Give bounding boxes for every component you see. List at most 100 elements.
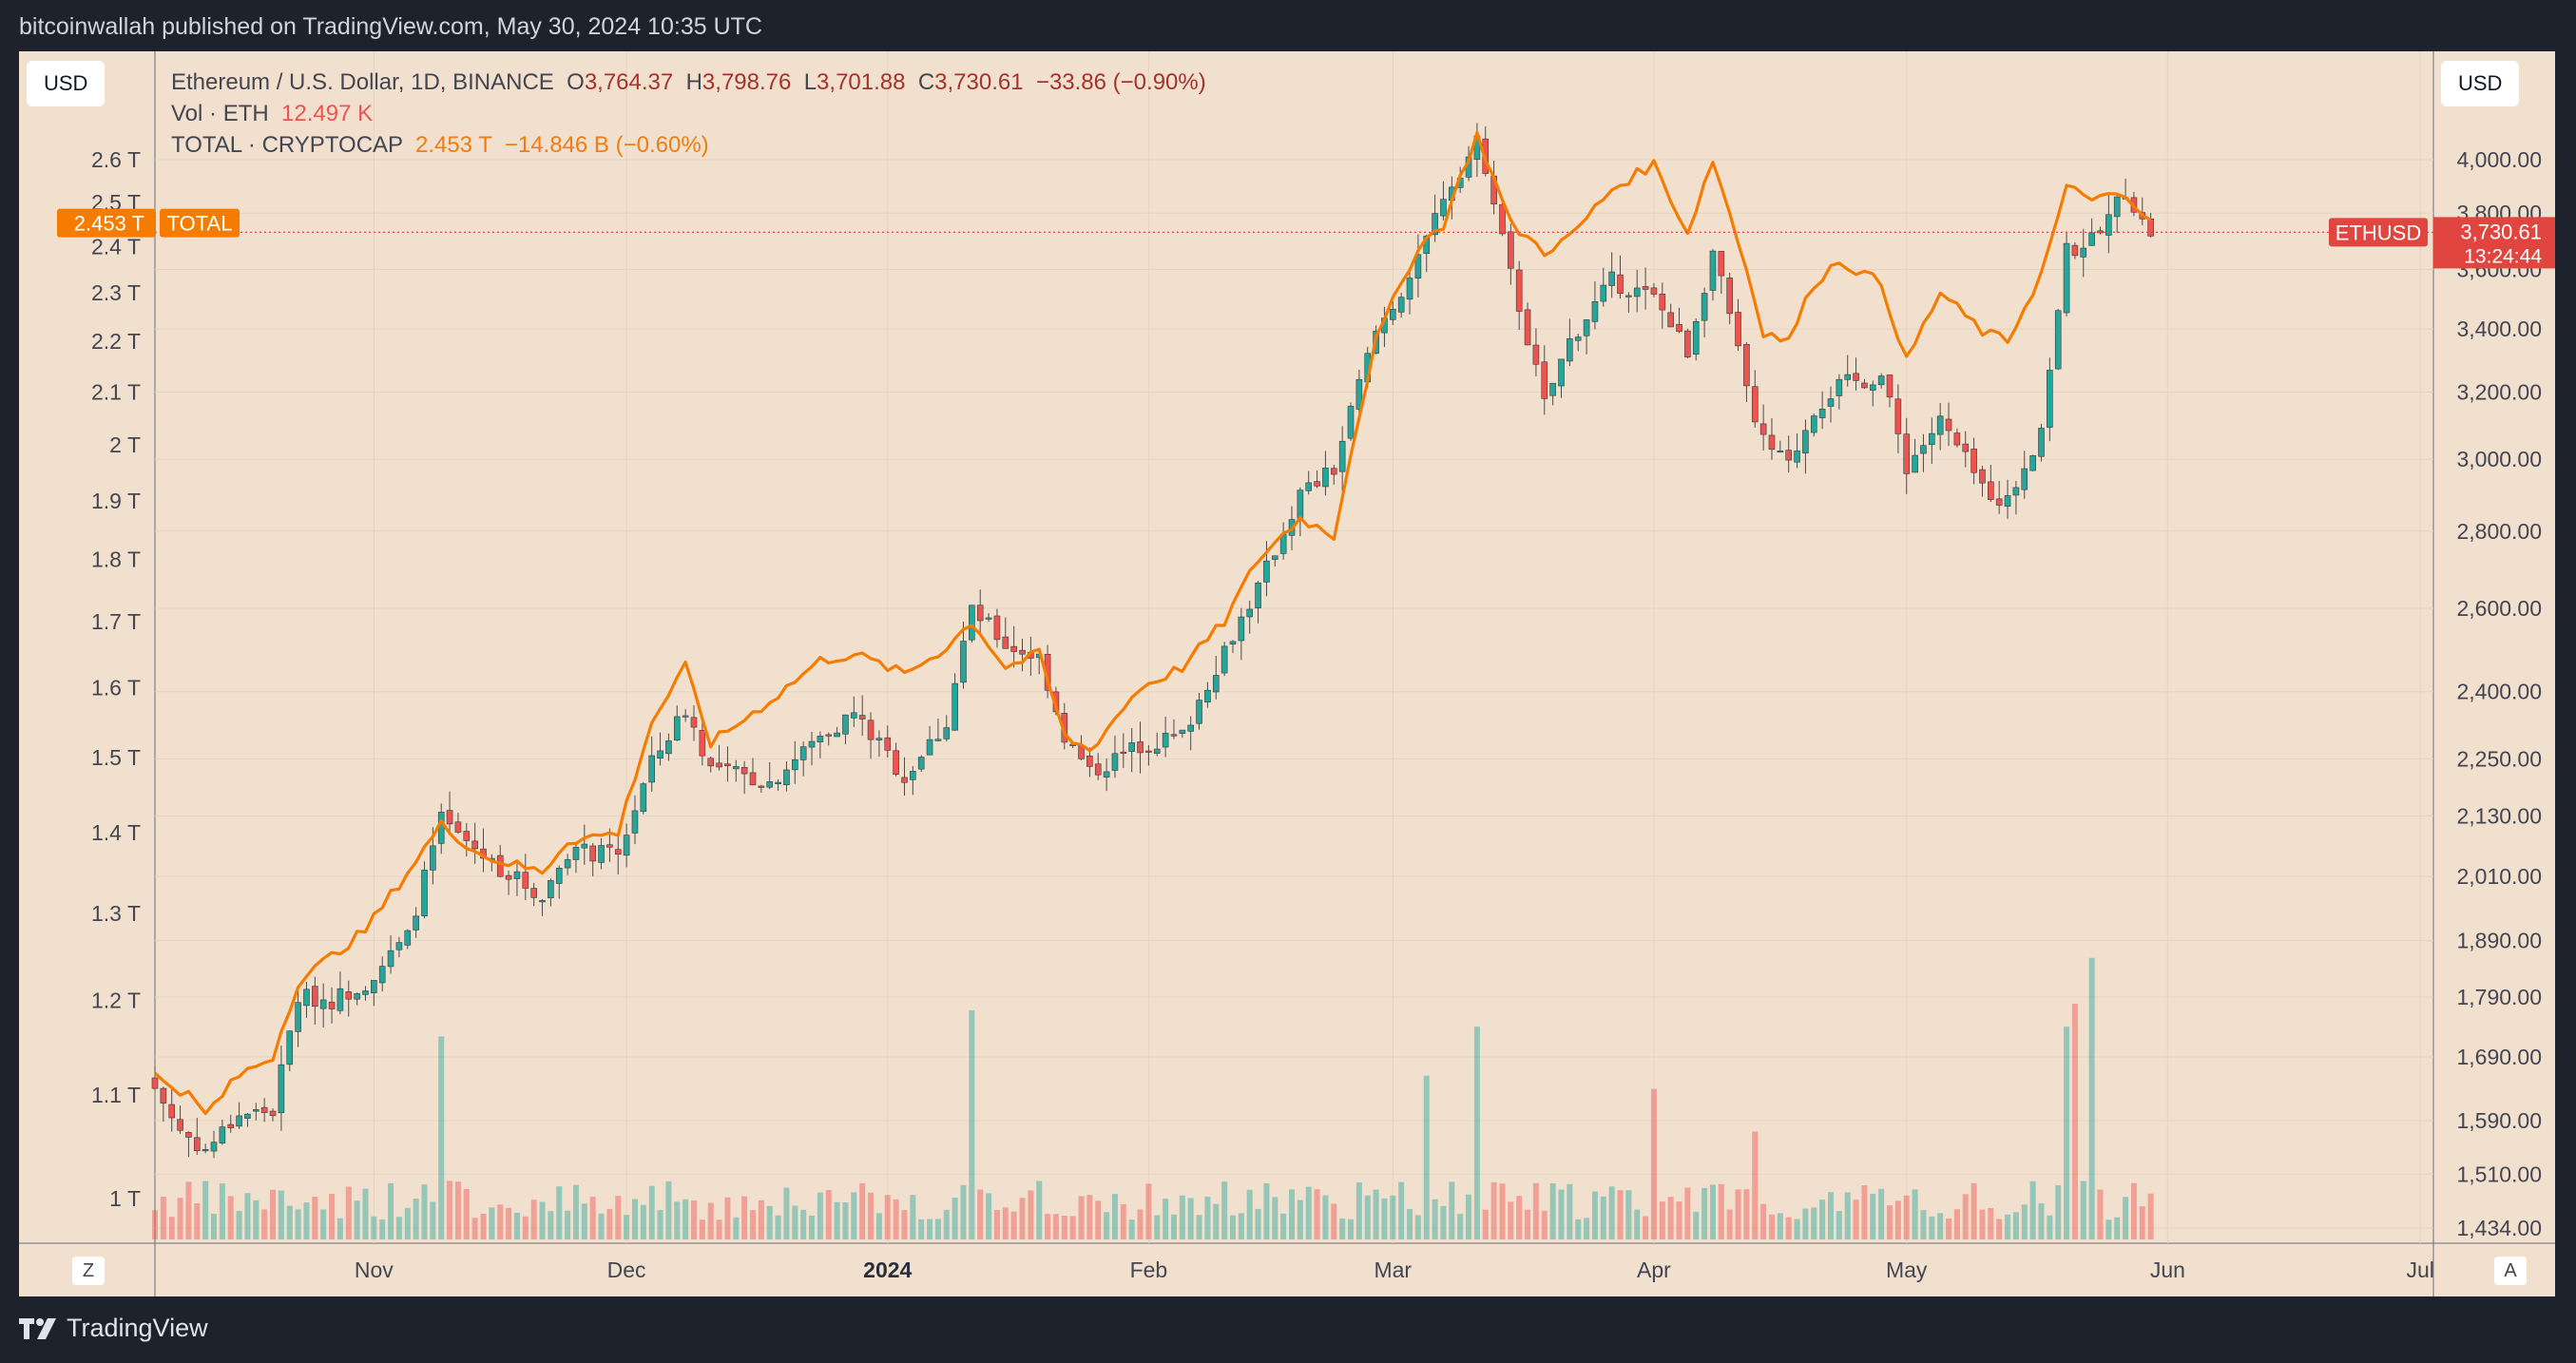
candle-body (1397, 297, 1405, 313)
volume-bar (1937, 1213, 1944, 1239)
left-axis-tick-label: 2 T (109, 432, 141, 457)
zoom-button[interactable]: Z (72, 1257, 105, 1285)
candle-body (1120, 751, 1127, 754)
candle-body (817, 736, 824, 742)
candle-body (1153, 748, 1161, 754)
candle-body (1869, 384, 1876, 391)
volume-bar (312, 1197, 318, 1239)
volume-bar (329, 1194, 336, 1239)
symbol-description[interactable]: Ethereum / U.S. Dollar, 1D, BINANCE (171, 69, 554, 95)
candle-body (969, 605, 975, 641)
volume-bar (430, 1201, 436, 1239)
right-scale-currency-button[interactable]: USD (2441, 61, 2520, 106)
volume-bar (1768, 1214, 1775, 1239)
candle-body (168, 1104, 176, 1119)
volume-bar (1373, 1189, 1379, 1239)
volume-bar (1676, 1201, 1682, 1239)
volume-bar (565, 1210, 571, 1239)
volume-bar (1659, 1201, 1665, 1239)
candle-body (1355, 378, 1363, 410)
volume-bar (1920, 1210, 1927, 1239)
volume-bar (1853, 1200, 1859, 1239)
volume-bar (1137, 1209, 1144, 1239)
candle-body (993, 615, 1001, 641)
candle-body (437, 812, 445, 844)
volume-bar (261, 1209, 268, 1239)
candle-body (2021, 468, 2028, 490)
legend-volume-row[interactable]: Vol · ETH 12.497 K (171, 98, 1206, 129)
volume-bar (993, 1210, 1000, 1239)
volume-bar (1473, 1027, 1480, 1239)
volume-bar (1667, 1197, 1674, 1239)
volume-bar (1111, 1194, 1118, 1239)
candle-body (1903, 433, 1911, 474)
volume-bar (2021, 1204, 2028, 1239)
candle-body (1929, 432, 1935, 446)
candle-body (1549, 382, 1556, 396)
total-label[interactable]: TOTAL · CRYPTOCAP (171, 132, 403, 158)
volume-bar (825, 1190, 832, 1239)
candle-body (505, 874, 512, 880)
tradingview-brand[interactable]: TradingView (19, 1314, 208, 1343)
candle-body (2147, 219, 2154, 237)
volume-bar (1861, 1184, 1868, 1239)
candle-body (648, 755, 655, 783)
candle-body (1338, 440, 1346, 472)
volume-bar (1701, 1187, 1708, 1239)
volume-bar (724, 1197, 731, 1239)
candle-body (707, 758, 715, 767)
volume-bar (665, 1181, 672, 1239)
price-chart[interactable]: Nov Dec 2024 Feb Mar Apr May Jun Jul4,000.003,80… (19, 51, 2555, 1296)
volume-bar (1735, 1189, 1741, 1239)
candle-body (2071, 244, 2079, 257)
volume-bar (1322, 1195, 1329, 1239)
candle-body (1229, 641, 1237, 645)
candle-body (371, 980, 377, 993)
candle-body (858, 715, 866, 720)
auto-scale-button[interactable]: A (2494, 1257, 2527, 1285)
candle-body (1246, 608, 1254, 618)
volume-bar (741, 1196, 748, 1239)
candle-body (1414, 254, 1422, 278)
volume-bar (977, 1189, 984, 1239)
x-tick-label: Dec (607, 1257, 646, 1282)
candle-body (867, 720, 875, 740)
candle-body (1221, 645, 1228, 674)
volume-bar (2105, 1219, 2112, 1239)
candle-body (2004, 495, 2011, 508)
x-tick-label: Jul (2406, 1257, 2433, 1282)
candle-body (219, 1126, 226, 1143)
volume-bar (404, 1207, 411, 1239)
volume-label[interactable]: Vol · ETH (171, 101, 269, 126)
candle-body (1297, 490, 1304, 519)
volume-bar (2055, 1184, 2062, 1239)
candle-body (1145, 750, 1152, 753)
candle-body (1701, 293, 1708, 321)
legend-symbol-row[interactable]: Ethereum / U.S. Dollar, 1D, BINANCE O3,7… (171, 67, 1206, 98)
candle-body (1735, 312, 1741, 347)
left-scale-currency-button[interactable]: USD (27, 61, 106, 106)
volume-bar (1272, 1197, 1278, 1239)
candle-body (1390, 308, 1396, 320)
candle-body (1271, 555, 1278, 560)
x-tick-label: Feb (1130, 1257, 1168, 1282)
volume-bar (775, 1215, 781, 1239)
candle-body (783, 769, 790, 785)
candle-body (2047, 370, 2053, 428)
volume-bar (1532, 1182, 1539, 1239)
volume-bar (2088, 957, 2095, 1239)
left-axis-tick-label: 1.7 T (91, 609, 141, 634)
legend-total-row[interactable]: TOTAL · CRYPTOCAP 2.453 T −14.846 B (−0.… (171, 129, 1206, 161)
candle-body (1979, 469, 1986, 484)
candle-body (1196, 700, 1202, 724)
high-label: H (685, 69, 702, 95)
candle-body (269, 1110, 277, 1117)
volume-bar (1819, 1200, 1826, 1239)
volume-bar (253, 1200, 260, 1239)
candle-body (564, 859, 571, 869)
volume-bar (1903, 1195, 1910, 1239)
candle-body (1709, 250, 1717, 291)
candle-body (740, 766, 748, 775)
right-axis-tick-label: 2,600.00 (2456, 596, 2542, 621)
chart-panel[interactable]: Nov Dec 2024 Feb Mar Apr May Jun Jul 4,000.00 3,80… (19, 51, 2555, 1296)
